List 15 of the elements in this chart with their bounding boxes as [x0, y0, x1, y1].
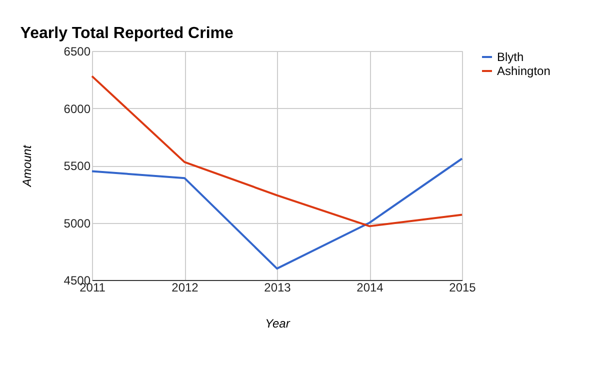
y-tick-label: 6000 — [64, 102, 91, 116]
legend-label: Blyth — [497, 50, 524, 64]
chart-title: Yearly Total Reported Crime — [20, 25, 234, 42]
legend-label: Ashington — [497, 64, 550, 78]
y-tick-label: 5000 — [64, 216, 91, 230]
line-series — [91, 158, 463, 270]
y-tick-label: 5500 — [64, 159, 91, 173]
x-axis-title: Year — [265, 316, 291, 330]
y-tick-label: 6500 — [64, 44, 91, 58]
x-tick-label: 2012 — [172, 280, 199, 294]
line-series — [91, 75, 463, 228]
x-tick-label: 2014 — [356, 280, 384, 294]
x-tick-label: 2013 — [264, 280, 292, 294]
x-tick-label: 2015 — [449, 280, 476, 294]
y-axis-title: Amount — [20, 144, 34, 188]
